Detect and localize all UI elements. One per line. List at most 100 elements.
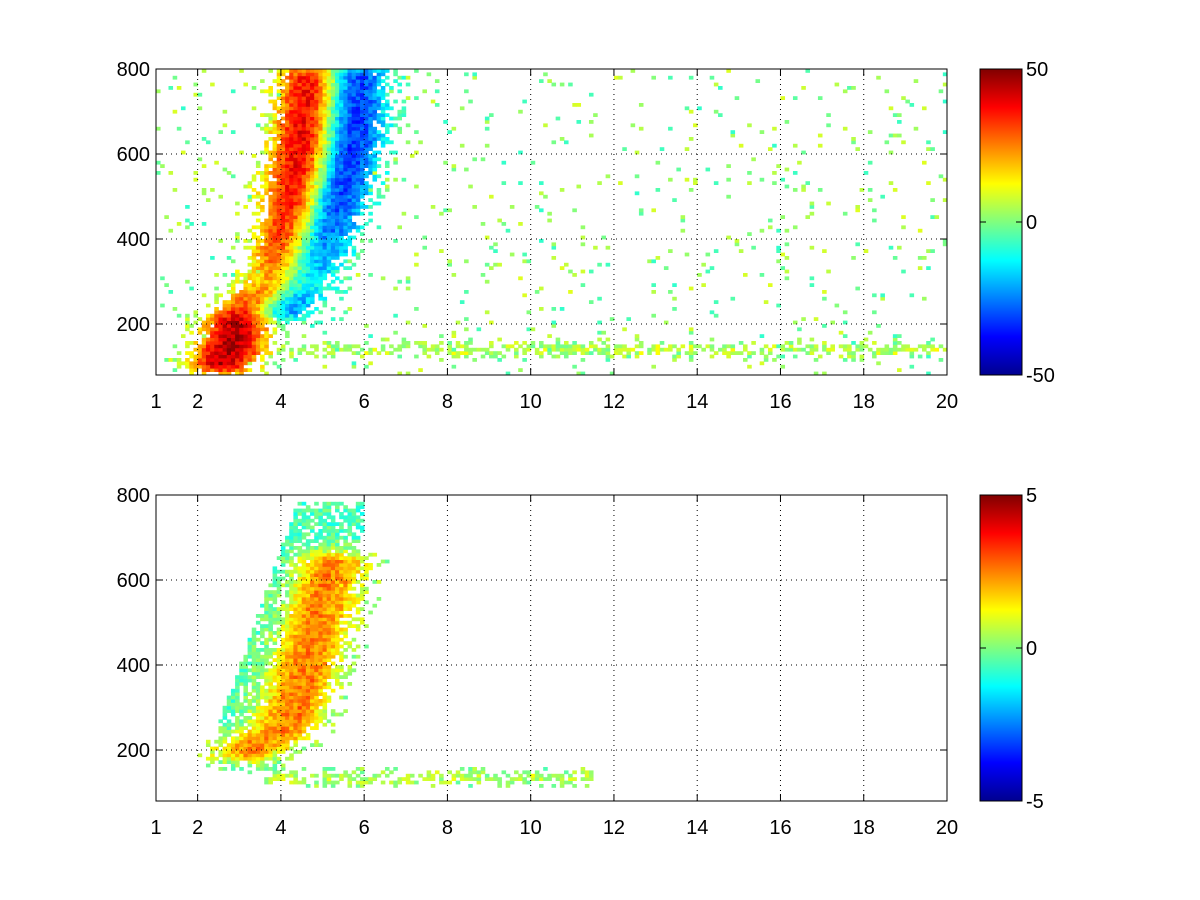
heatmap-cell	[330, 563, 336, 567]
heatmap-cell	[239, 150, 244, 155]
heatmap-cell	[293, 266, 298, 270]
heatmap-cell	[380, 106, 386, 111]
heatmap-cell	[384, 171, 390, 175]
heatmap-cell	[901, 344, 906, 349]
heatmap-cell	[330, 89, 336, 94]
heatmap-cell	[285, 174, 290, 179]
heatmap-cell	[264, 320, 269, 325]
heatmap-cell	[734, 351, 740, 355]
heatmap-cell	[189, 330, 194, 335]
heatmap-cell	[222, 739, 228, 744]
heatmap-cell	[201, 191, 207, 196]
heatmap-cell	[314, 266, 319, 270]
heatmap-cell	[364, 157, 369, 162]
heatmap-cell	[289, 576, 294, 581]
heatmap-cell	[276, 69, 282, 73]
heatmap-cell	[230, 290, 236, 294]
heatmap-cell	[339, 252, 344, 257]
heatmap-cell	[301, 249, 307, 253]
heatmap-cell	[359, 583, 365, 588]
heatmap-cell	[293, 283, 298, 287]
heatmap-cell	[272, 750, 278, 754]
heatmap-cell	[255, 225, 261, 230]
heatmap-cell	[697, 106, 702, 111]
heatmap-cell	[289, 733, 294, 737]
heatmap-cell	[205, 341, 211, 345]
heatmap-cell	[293, 232, 298, 236]
heatmap-cell	[310, 614, 315, 618]
heatmap-cell	[305, 648, 311, 652]
heatmap-cell	[268, 729, 273, 734]
heatmap-cell	[322, 654, 328, 659]
heatmap-cell	[222, 726, 228, 730]
heatmap-cell	[260, 671, 265, 676]
heatmap-cell	[243, 719, 248, 724]
heatmap-cell	[222, 324, 228, 328]
heatmap-cell	[364, 96, 369, 100]
heatmap-cell	[301, 184, 307, 189]
heatmap-cell	[272, 303, 278, 308]
heatmap-cell	[297, 614, 303, 618]
heatmap-cell	[235, 702, 240, 707]
heatmap-cell	[289, 269, 294, 274]
heatmap-cell	[285, 631, 290, 635]
heatmap-cell	[339, 580, 344, 584]
heatmap-cell	[359, 167, 365, 172]
heatmap-cell	[434, 79, 440, 83]
heatmap-cell	[476, 773, 482, 778]
heatmap-cell	[351, 522, 357, 526]
heatmap-cell	[368, 157, 373, 162]
heatmap-cell	[268, 317, 273, 321]
heatmap-cell	[230, 130, 236, 134]
heatmap-cell	[230, 327, 236, 332]
heatmap-cell	[301, 259, 307, 264]
heatmap-cell	[305, 532, 311, 537]
heatmap-cell	[297, 137, 303, 141]
heatmap-cell	[172, 188, 178, 192]
heatmap-cell	[559, 347, 565, 352]
heatmap-cell	[326, 631, 332, 635]
heatmap-cell	[301, 654, 307, 659]
heatmap-cell	[272, 712, 278, 717]
heatmap-cell	[472, 75, 477, 80]
heatmap-cell	[235, 739, 240, 744]
heatmap-cell	[264, 167, 269, 172]
heatmap-cell	[264, 780, 269, 785]
heatmap-cell	[638, 341, 644, 345]
heatmap-cell	[339, 191, 344, 196]
heatmap-cell	[497, 358, 502, 362]
heatmap-cell	[297, 546, 303, 550]
heatmap-cell	[226, 320, 232, 325]
heatmap-cell	[276, 252, 282, 257]
heatmap-cell	[293, 198, 298, 202]
heatmap-cell	[397, 347, 403, 352]
heatmap-cell	[314, 154, 319, 158]
heatmap-cell	[251, 699, 257, 703]
heatmap-cell	[339, 242, 344, 247]
heatmap-cell	[343, 641, 348, 645]
heatmap-cell	[239, 279, 244, 284]
heatmap-cell	[230, 743, 236, 747]
heatmap-cell	[268, 181, 273, 185]
heatmap-cell	[347, 624, 353, 628]
heatmap-cell	[588, 92, 594, 97]
heatmap-cell	[526, 347, 532, 352]
heatmap-cell	[268, 205, 273, 209]
heatmap-cell	[235, 675, 240, 679]
heatmap-cell	[235, 358, 240, 362]
heatmap-cell	[276, 580, 282, 584]
heatmap-cell	[301, 729, 307, 734]
heatmap-cell	[293, 279, 298, 284]
heatmap-cell	[264, 232, 269, 236]
heatmap-cell	[176, 358, 182, 362]
heatmap-cell	[580, 235, 586, 240]
heatmap-cell	[268, 712, 273, 717]
heatmap-cell	[318, 586, 323, 591]
heatmap-cell	[347, 157, 353, 162]
heatmap-cell	[343, 103, 348, 107]
heatmap-cell	[310, 283, 315, 287]
heatmap-cell	[355, 211, 361, 216]
heatmap-cell	[318, 164, 323, 168]
heatmap-cell	[355, 508, 361, 513]
heatmap-cell	[185, 320, 190, 325]
